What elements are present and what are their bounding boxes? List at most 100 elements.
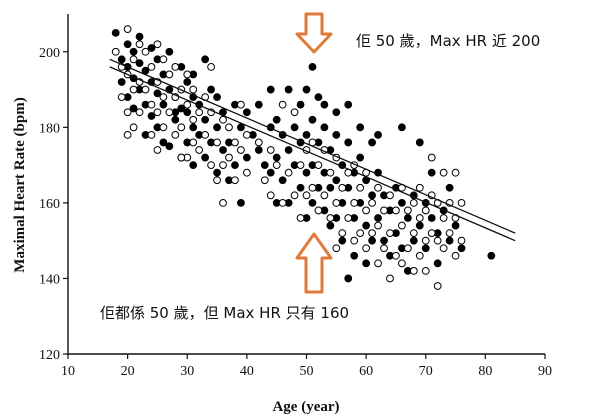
data-point-filled [159, 100, 168, 109]
data-point-filled [242, 108, 251, 117]
data-point-filled [129, 47, 138, 56]
data-point-open [356, 229, 365, 238]
data-point-filled [219, 146, 227, 154]
regression-line [109, 58, 516, 234]
data-point-open [159, 55, 168, 64]
annotations: 佢 50 歲，Max HR 近 200 佢都係 50 歲，但 Max HR 只有… [100, 12, 540, 322]
data-point-filled [284, 146, 293, 154]
data-point-filled [213, 168, 221, 177]
data-point-filled [147, 112, 156, 120]
data-point-open [231, 176, 239, 185]
data-point-open [320, 191, 329, 200]
data-point-filled [237, 123, 245, 132]
data-point-open [219, 198, 227, 207]
data-point-filled [111, 28, 120, 37]
data-point-filled [403, 214, 412, 222]
data-point-open [338, 183, 347, 192]
data-point-filled [213, 123, 221, 132]
annotation-top: 佢 50 歲，Max HR 近 200 [356, 32, 540, 50]
x-tick-label: 10 [61, 364, 75, 379]
data-point-filled [213, 93, 221, 102]
annotation-bottom: 佢都係 50 歲，但 Max HR 只有 160 [100, 304, 349, 322]
data-point-open [457, 198, 466, 207]
data-point-filled [177, 104, 186, 113]
data-point-open [183, 100, 192, 109]
data-point-filled [189, 161, 198, 170]
data-point-open [123, 25, 132, 34]
data-point-filled [320, 100, 329, 109]
data-point-filled [171, 115, 180, 124]
data-point-open [368, 198, 376, 207]
data-point-filled [302, 85, 311, 94]
data-point-open [183, 70, 192, 79]
data-point-filled [302, 168, 311, 177]
data-point-open [213, 176, 221, 185]
data-point-filled [123, 40, 132, 49]
data-point-open [165, 108, 174, 117]
data-point-filled [117, 78, 126, 86]
data-point-open [392, 251, 400, 260]
data-point-open [219, 115, 227, 124]
data-point-filled [135, 32, 144, 41]
data-point-open [290, 108, 299, 117]
data-point-open [189, 115, 198, 124]
data-point-open [213, 138, 221, 147]
data-point-open [457, 236, 466, 245]
data-point-open [302, 191, 311, 200]
data-point-open [153, 108, 162, 117]
data-point-open [189, 138, 198, 147]
data-point-filled [380, 236, 388, 245]
data-point-open [421, 236, 430, 245]
data-point-open [117, 93, 126, 102]
data-point-filled [254, 146, 263, 154]
data-point-open [314, 161, 323, 170]
data-point-filled [308, 62, 317, 71]
x-tick-label: 60 [359, 364, 373, 379]
data-point-open [433, 282, 442, 290]
data-point-filled [296, 183, 305, 192]
y-tick-label: 180 [39, 121, 60, 136]
data-point-filled [272, 153, 281, 162]
data-point-open [254, 138, 263, 147]
data-point-filled [201, 115, 210, 124]
data-point-filled [374, 130, 382, 139]
data-point-open [153, 40, 162, 49]
data-point-filled [153, 89, 162, 98]
data-point-filled [165, 142, 174, 151]
data-point-filled [272, 115, 281, 124]
data-point-open [415, 214, 424, 222]
data-point-open [362, 206, 371, 215]
data-point-filled [398, 198, 406, 207]
data-point-filled [201, 55, 210, 64]
data-point-open [189, 85, 198, 94]
data-point-open [171, 130, 180, 139]
data-point-open [123, 130, 132, 139]
data-point-filled [332, 176, 341, 185]
data-point-filled [135, 59, 144, 68]
data-point-filled [278, 176, 287, 185]
data-point-filled [296, 100, 305, 109]
data-point-open [451, 168, 460, 177]
data-point-open [123, 108, 132, 117]
data-point-filled [356, 123, 365, 132]
data-point-open [225, 123, 233, 132]
data-point-filled [487, 251, 496, 260]
data-point-open [326, 214, 335, 222]
data-point-filled [368, 236, 376, 245]
data-point-filled [165, 47, 174, 56]
x-tick-label: 20 [121, 364, 135, 379]
data-point-open [135, 40, 144, 49]
data-point-open [237, 146, 245, 154]
data-point-open [141, 85, 150, 94]
data-point-open [386, 274, 394, 283]
data-point-open [386, 229, 394, 238]
data-point-filled [231, 161, 239, 170]
data-point-filled [362, 259, 371, 268]
data-point-open [237, 100, 245, 109]
data-point-filled [254, 100, 263, 109]
data-point-open [231, 138, 239, 147]
data-point-filled [320, 123, 329, 132]
data-point-open [415, 183, 424, 192]
data-point-open [421, 206, 430, 215]
